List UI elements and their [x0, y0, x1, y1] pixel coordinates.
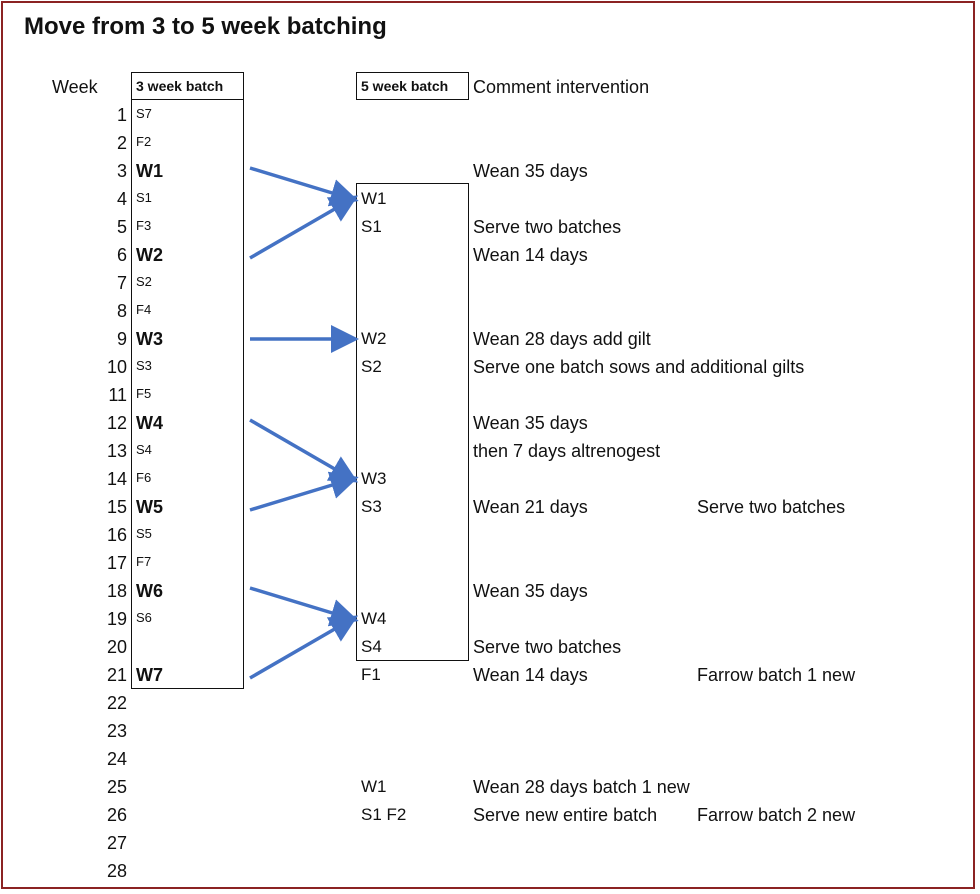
three-week-batch-entry: S7 [136, 106, 152, 121]
three-week-batch-entry: W5 [136, 497, 163, 517]
week-number: 22 [106, 693, 127, 713]
comment-text: Serve new entire batch [473, 805, 658, 825]
week-number: 13 [106, 441, 127, 461]
week-number: 9 [116, 329, 127, 349]
week-number: 27 [106, 833, 127, 853]
week-number: 26 [106, 805, 127, 825]
week-number: 28 [106, 861, 127, 881]
week-number: 11 [108, 385, 127, 405]
three-week-batch-entry: S1 [136, 190, 152, 205]
three-week-batch-entry: W3 [136, 329, 163, 349]
three-week-batch-entry: F4 [136, 302, 152, 317]
week-number: 21 [106, 665, 127, 685]
week-number: 7 [116, 273, 127, 293]
week-number: 12 [106, 413, 127, 433]
comment-text: Wean 14 days [473, 245, 588, 265]
three-week-batch-entry: F2 [136, 134, 152, 149]
five-week-batch-box [356, 183, 469, 661]
week-number: 25 [106, 777, 127, 797]
comment-text: Wean 21 days [473, 497, 588, 517]
comment-column-header: Comment intervention [473, 77, 650, 97]
week-number: 10 [106, 357, 127, 377]
five-week-batch-entry: W1 [361, 777, 387, 796]
comment-text: Serve one batch sows and additional gilt… [473, 357, 805, 377]
comment-text: Wean 35 days [473, 161, 588, 181]
three-week-batch-entry: F3 [136, 218, 152, 233]
three-week-batch-entry: F6 [136, 470, 152, 485]
three-week-batch-entry: W6 [136, 581, 163, 601]
five-week-batch-entry: W2 [361, 329, 387, 348]
three-week-batch-entry: S4 [136, 442, 152, 457]
three-week-batch-entry: S3 [136, 358, 152, 373]
extra-note: Serve two batches [697, 497, 846, 517]
batch-arrow [249, 615, 359, 680]
week-number: 16 [106, 525, 127, 545]
week-number: 6 [116, 245, 127, 265]
batch-arrow [249, 418, 359, 483]
diagram-title: Move from 3 to 5 week batching [24, 13, 387, 40]
five-week-batch-entry: S3 [361, 497, 382, 516]
five-week-batch-entry: S1 F2 [361, 805, 407, 824]
three-week-batch-entry: S6 [136, 610, 152, 625]
five-week-batch-entry: W3 [361, 469, 387, 488]
three-week-batch-entry: W1 [136, 161, 163, 181]
week-number: 24 [106, 749, 127, 769]
three-week-batch-entry: F5 [136, 386, 152, 401]
extra-note: Farrow batch 2 new [697, 805, 856, 825]
five-week-batch-entry: S1 [361, 217, 382, 236]
three-week-batch-entry: F7 [136, 554, 152, 569]
comment-text: then 7 days altrenogest [473, 441, 661, 461]
batch-arrow [249, 195, 359, 260]
week-number: 23 [106, 721, 127, 741]
comment-text: Serve two batches [473, 637, 622, 657]
week-number: 20 [106, 637, 127, 657]
week-number: 3 [116, 161, 127, 181]
extra-note: Farrow batch 1 new [697, 665, 856, 685]
three-week-batch-entry: W4 [136, 413, 163, 433]
comment-text: Serve two batches [473, 217, 622, 237]
batch-arrow [249, 166, 359, 207]
five-week-batch-entry: F1 [361, 665, 381, 684]
five-week-batch-entry: W4 [361, 609, 387, 628]
three-week-batch-box [131, 99, 244, 689]
batch-arrow [249, 586, 359, 627]
comment-text: Wean 35 days [473, 581, 588, 601]
five-week-batch-entry: W1 [361, 189, 387, 208]
three-week-batch-entry: S2 [136, 274, 152, 289]
three-week-batch-entry: S5 [136, 526, 152, 541]
five-week-batch-entry: S4 [361, 637, 382, 656]
week-number: 5 [116, 217, 127, 237]
comment-text: Wean 28 days add gilt [473, 329, 651, 349]
comment-text: Wean 28 days batch 1 new [473, 777, 690, 797]
comment-text: Wean 35 days [473, 413, 588, 433]
week-number: 2 [116, 133, 127, 153]
five-week-batch-entry: S2 [361, 357, 382, 376]
week-column-header: Week [52, 77, 98, 97]
three-week-batch-entry: W2 [136, 245, 163, 265]
comment-text: Wean 14 days [473, 665, 588, 685]
five-week-batch-header: 5 week batch [356, 72, 469, 100]
week-number: 4 [116, 189, 127, 209]
week-number: 1 [116, 105, 127, 125]
week-number: 19 [106, 609, 127, 629]
week-number: 8 [116, 301, 127, 321]
batch-arrow [249, 471, 359, 512]
week-number: 15 [106, 497, 127, 517]
week-number: 14 [106, 469, 127, 489]
week-number: 17 [106, 553, 127, 573]
three-week-batch-entry: W7 [136, 665, 163, 685]
week-number: 18 [106, 581, 127, 601]
